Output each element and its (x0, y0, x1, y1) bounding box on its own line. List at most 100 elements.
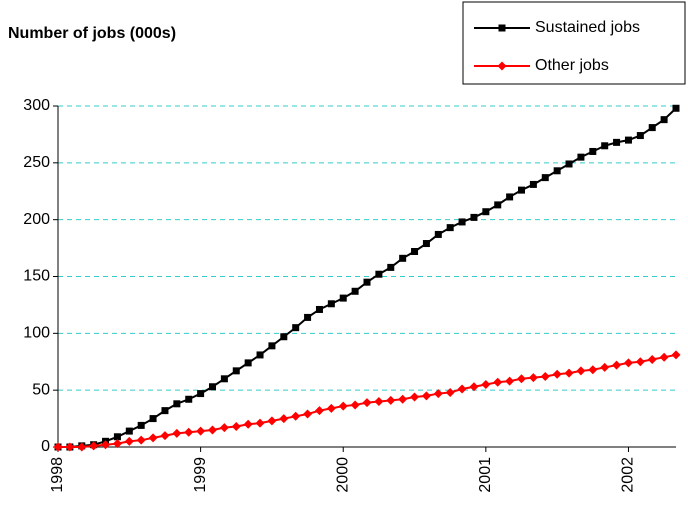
marker (528, 373, 538, 383)
marker (255, 418, 265, 428)
marker (518, 186, 525, 194)
chart-title: Number of jobs (000s) (8, 25, 176, 42)
legend-box (462, 1, 686, 85)
marker (659, 352, 669, 362)
marker (648, 124, 656, 132)
marker (398, 394, 408, 404)
marker (65, 442, 75, 452)
marker (292, 324, 300, 332)
marker (220, 375, 228, 383)
marker (481, 379, 491, 389)
marker (588, 365, 598, 375)
marker (326, 403, 336, 413)
marker (446, 224, 454, 232)
marker (374, 397, 384, 407)
marker (386, 395, 396, 405)
marker (101, 440, 111, 450)
marker (197, 390, 205, 398)
marker (243, 419, 253, 429)
marker (601, 142, 609, 150)
marker (624, 136, 632, 144)
marker (576, 366, 586, 376)
marker (552, 369, 562, 379)
marker (208, 425, 217, 435)
marker (540, 372, 550, 382)
legend-label: Other jobs (535, 57, 609, 74)
marker (636, 132, 644, 140)
marker (125, 427, 133, 435)
marker (314, 406, 324, 416)
marker (506, 193, 514, 201)
marker (498, 24, 506, 32)
marker (517, 374, 526, 384)
marker (387, 263, 395, 271)
x-tick-label: 1998 (49, 457, 66, 493)
marker (671, 350, 681, 360)
marker (350, 400, 360, 410)
marker (623, 358, 633, 368)
marker (497, 61, 507, 71)
legend-label: Sustained jobs (535, 19, 640, 36)
y-tick-label: 50 (32, 381, 50, 398)
marker (399, 254, 407, 262)
marker (635, 357, 645, 367)
y-tick-label: 100 (23, 325, 50, 342)
marker (279, 414, 289, 424)
marker (136, 435, 146, 445)
marker (363, 278, 371, 286)
y-tick-label: 150 (23, 268, 50, 285)
marker (565, 160, 573, 168)
x-tick-label: 2001 (477, 457, 494, 493)
x-tick-label: 2000 (334, 457, 351, 493)
marker (541, 174, 549, 182)
y-tick-label: 200 (23, 211, 50, 228)
marker (410, 392, 420, 402)
marker (422, 240, 430, 248)
marker (529, 180, 537, 188)
x-tick-label: 1999 (192, 457, 209, 493)
marker (267, 416, 277, 426)
marker (660, 116, 668, 124)
marker (434, 230, 442, 238)
marker (351, 287, 359, 295)
marker (53, 442, 63, 452)
marker (613, 138, 621, 146)
marker (672, 104, 680, 112)
marker (244, 359, 252, 367)
marker (112, 439, 122, 449)
y-tick-label: 250 (23, 154, 50, 171)
marker (482, 208, 490, 216)
marker (280, 333, 288, 341)
marker (137, 421, 145, 429)
marker (375, 270, 383, 278)
marker (256, 351, 264, 359)
marker (315, 305, 323, 313)
marker (184, 427, 194, 437)
marker (160, 431, 170, 441)
marker (411, 247, 419, 255)
marker (89, 441, 99, 451)
marker (113, 433, 121, 441)
marker (493, 377, 503, 387)
marker (445, 387, 455, 397)
marker (268, 342, 276, 350)
y-tick-label: 0 (41, 438, 50, 455)
marker (196, 426, 206, 436)
marker (231, 422, 241, 432)
marker (564, 368, 574, 378)
marker (553, 167, 561, 175)
marker (304, 313, 312, 321)
marker (470, 213, 478, 221)
marker (494, 201, 502, 209)
marker (148, 433, 158, 443)
marker (327, 300, 335, 308)
marker (185, 395, 193, 403)
marker (303, 409, 313, 419)
marker (149, 415, 157, 423)
marker (589, 147, 597, 155)
marker (232, 367, 240, 375)
marker (505, 376, 515, 386)
marker (433, 389, 443, 399)
marker (173, 400, 181, 408)
